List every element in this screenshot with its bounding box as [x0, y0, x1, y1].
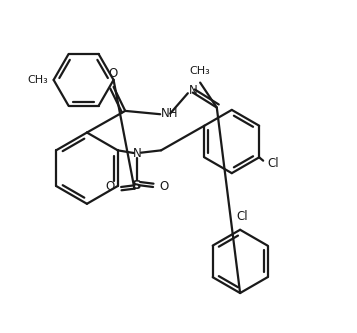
- Text: CH₃: CH₃: [27, 75, 47, 85]
- Text: O: O: [108, 67, 117, 80]
- Text: Cl: Cl: [236, 210, 248, 223]
- Text: N: N: [189, 84, 198, 98]
- Text: N: N: [133, 147, 141, 160]
- Text: NH: NH: [161, 107, 179, 120]
- Text: S: S: [132, 179, 142, 192]
- Text: Cl: Cl: [267, 157, 279, 170]
- Text: O: O: [160, 180, 169, 193]
- Text: CH₃: CH₃: [189, 66, 210, 76]
- Text: O: O: [105, 180, 115, 193]
